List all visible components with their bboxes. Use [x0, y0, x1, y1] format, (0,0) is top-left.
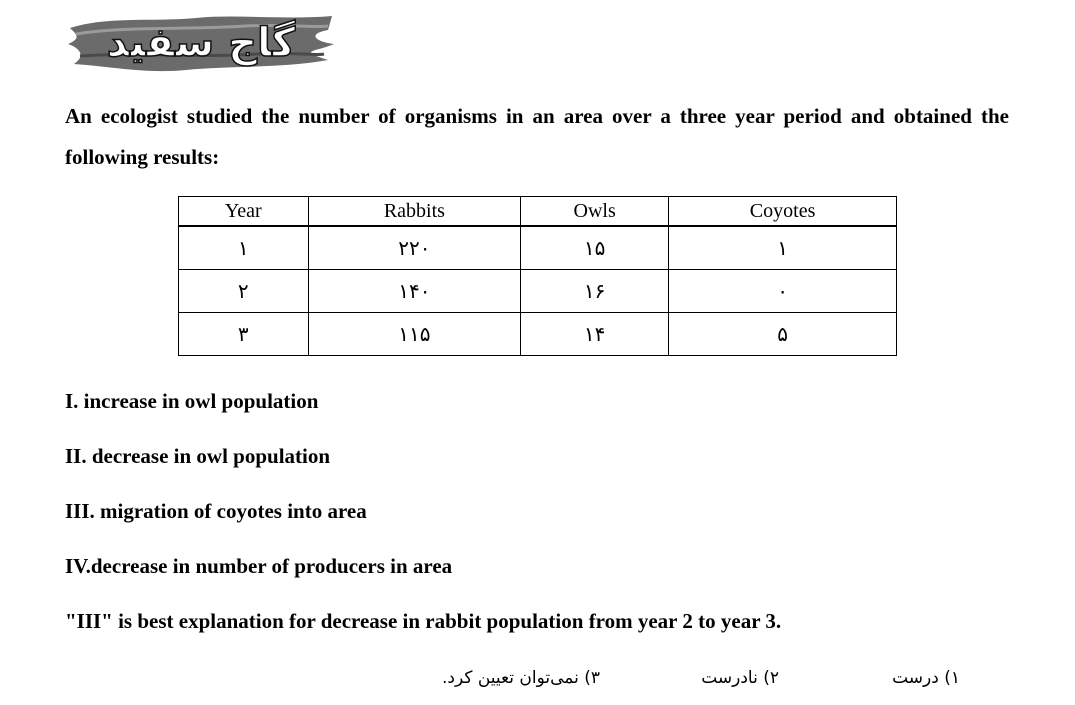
cell-rabbits: ۱۱۵: [307, 312, 522, 356]
statement-1: I. increase in owl population: [65, 389, 319, 413]
header-coyotes: Coyotes: [668, 196, 897, 227]
results-table: Year Rabbits Owls Coyotes ۱ ۲۲۰ ۱۵ ۱ ۲ ۱…: [178, 196, 897, 356]
logo-text: گاج سفید: [106, 19, 296, 67]
header-year: Year: [178, 196, 309, 227]
option-3-undetermined[interactable]: ۳) نمی‌توان تعیین کرد.: [441, 668, 600, 688]
cell-rabbits: ۱۴۰: [307, 269, 522, 313]
logo-brush-background: [68, 16, 334, 72]
cell-year: ۳: [178, 312, 309, 356]
table-row: ۳ ۱۱۵ ۱۴ ۵: [178, 312, 897, 356]
cell-owls: ۱۴: [520, 312, 670, 356]
cell-rabbits: ۲۲۰: [307, 225, 522, 270]
logo: گاج سفید: [66, 8, 336, 78]
table-row: ۲ ۱۴۰ ۱۶ ۰: [178, 269, 897, 313]
header-owls: Owls: [520, 196, 670, 227]
statement-4: IV.decrease in number of producers in ar…: [65, 554, 453, 578]
statement-3: III. migration of coyotes into area: [65, 499, 367, 523]
cell-coyotes: ۱: [668, 225, 897, 270]
assertion-statement: "III" is best explanation for decrease i…: [65, 609, 782, 633]
question-text: An ecologist studied the number of organ…: [65, 104, 1009, 169]
table-row: ۱ ۲۲۰ ۱۵ ۱: [178, 225, 897, 270]
cell-coyotes: ۵: [668, 312, 897, 356]
option-2-false[interactable]: ۲) نادرست: [701, 668, 779, 688]
cell-year: ۱: [178, 225, 309, 270]
header-rabbits: Rabbits: [307, 196, 522, 227]
cell-owls: ۱۵: [520, 225, 670, 270]
option-1-true[interactable]: ۱) درست: [892, 668, 960, 688]
statement-2: II. decrease in owl population: [65, 444, 331, 468]
cell-year: ۲: [178, 269, 309, 313]
cell-coyotes: ۰: [668, 269, 897, 313]
cell-owls: ۱۶: [520, 269, 670, 313]
table-header-row: Year Rabbits Owls Coyotes: [178, 196, 897, 227]
statements-list: I. increase in owl population II. decrea…: [65, 382, 781, 657]
